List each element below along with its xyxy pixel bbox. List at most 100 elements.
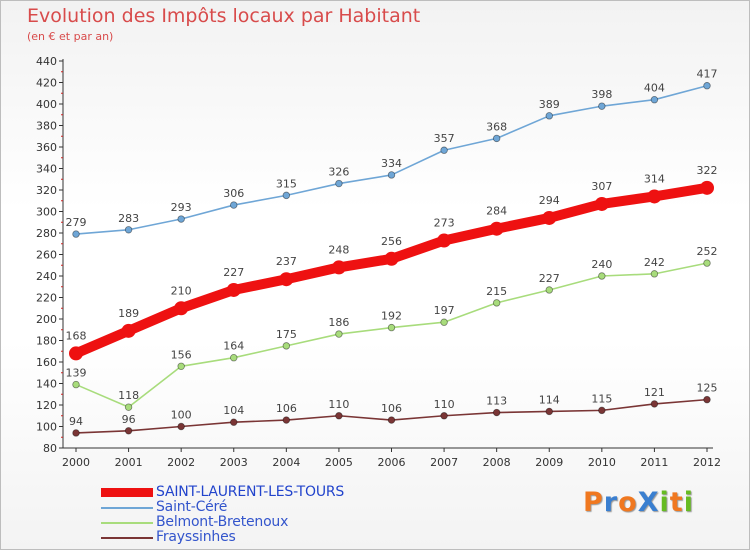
data-point — [647, 189, 662, 204]
data-label: 100 — [171, 409, 192, 422]
data-label: 314 — [644, 172, 665, 185]
y-tick-label: 420 — [36, 77, 57, 90]
data-label: 156 — [171, 348, 192, 361]
x-tick-label: 2011 — [640, 456, 668, 469]
data-point — [335, 412, 343, 420]
data-point — [703, 259, 711, 267]
series-layer — [69, 82, 714, 437]
data-label: 106 — [276, 402, 297, 415]
data-point — [72, 230, 80, 238]
data-label: 118 — [118, 389, 139, 402]
y-tick-label: 440 — [36, 55, 57, 68]
data-point — [650, 270, 659, 278]
x-tick-label: 2004 — [272, 456, 300, 469]
data-label: 210 — [171, 284, 192, 297]
legend-label: Belmont-Bretenoux — [156, 514, 289, 530]
data-label: 237 — [276, 255, 297, 268]
chart-title: Evolution des Impôts locaux par Habitant — [27, 5, 421, 27]
data-label: 284 — [486, 205, 507, 218]
data-label: 389 — [539, 98, 560, 111]
x-tick-label: 2002 — [167, 456, 195, 469]
legend: SAINT-LAURENT-LES-TOURS Saint-Céré Belmont… — [101, 484, 401, 545]
legend-swatch — [101, 522, 153, 524]
data-label: 322 — [697, 164, 718, 177]
data-point — [230, 354, 238, 362]
data-point — [440, 146, 448, 154]
data-point — [545, 286, 553, 294]
data-label: 110 — [434, 398, 455, 411]
data-label: 110 — [328, 398, 349, 411]
data-label: 256 — [381, 235, 402, 248]
data-point — [282, 342, 291, 350]
data-point — [703, 82, 711, 90]
data-label: 168 — [66, 329, 87, 342]
data-point — [177, 422, 185, 431]
x-tick-label: 2006 — [378, 456, 406, 469]
y-tick-label: 260 — [36, 249, 57, 262]
data-label: 252 — [697, 245, 718, 258]
y-tick-label: 140 — [36, 378, 57, 391]
y-tick-label: 180 — [36, 335, 57, 348]
data-label: 106 — [381, 402, 402, 415]
data-point — [594, 196, 609, 211]
y-tick-label: 120 — [36, 399, 57, 412]
data-point — [230, 201, 238, 209]
legend-label: Frayssinhes — [156, 529, 236, 545]
x-tick-label: 2001 — [115, 456, 143, 469]
legend-item: Frayssinhes — [101, 529, 401, 545]
data-point — [598, 406, 606, 415]
data-point — [72, 429, 80, 437]
data-label: 306 — [223, 187, 244, 200]
data-point — [387, 171, 396, 179]
y-tick-label: 80 — [43, 442, 57, 455]
data-point — [598, 102, 606, 110]
data-label: 248 — [328, 243, 349, 256]
data-point — [492, 134, 501, 143]
data-label: 192 — [381, 310, 402, 323]
data-point — [437, 233, 452, 248]
data-label: 189 — [118, 307, 139, 320]
data-label: 404 — [644, 82, 665, 95]
data-label: 273 — [434, 217, 455, 230]
x-tick-label: 2007 — [430, 456, 458, 469]
legend-item: SAINT-LAURENT-LES-TOURS — [101, 484, 401, 500]
data-point — [230, 418, 238, 426]
x-tick-label: 2003 — [220, 456, 248, 469]
data-label: 186 — [328, 316, 349, 329]
y-tick-label: 100 — [36, 421, 57, 434]
data-label: 293 — [171, 201, 192, 214]
y-tick-label: 160 — [36, 356, 57, 369]
data-point — [174, 301, 189, 316]
data-label: 279 — [66, 216, 87, 229]
data-point — [545, 112, 553, 120]
data-point — [703, 395, 711, 404]
x-tick-label: 2009 — [535, 456, 563, 469]
legend-label: SAINT-LAURENT-LES-TOURS — [156, 484, 345, 500]
data-point — [282, 416, 291, 424]
data-label: 398 — [591, 88, 612, 101]
data-point — [387, 416, 396, 424]
data-point — [226, 282, 241, 297]
y-tick-label: 300 — [36, 206, 57, 219]
data-label: 115 — [591, 392, 612, 405]
y-tick-label: 240 — [36, 270, 57, 283]
data-label: 368 — [486, 120, 507, 133]
legend-label: Saint-Céré — [156, 499, 228, 515]
chart-subtitle: (en € et par an) — [27, 30, 114, 43]
y-tick-label: 200 — [36, 313, 57, 326]
data-point — [279, 272, 294, 287]
data-label: 175 — [276, 328, 297, 341]
data-label: 125 — [697, 382, 718, 395]
data-point — [72, 380, 80, 389]
data-label: 227 — [223, 266, 244, 279]
data-label: 197 — [434, 304, 455, 317]
data-label: 294 — [539, 194, 560, 207]
data-label: 334 — [381, 157, 402, 170]
data-point — [121, 323, 136, 338]
data-point — [492, 299, 501, 307]
data-label: 94 — [69, 415, 83, 428]
data-label: 326 — [328, 166, 349, 179]
legend-swatch — [101, 537, 153, 539]
x-tick-label: 2012 — [693, 456, 721, 469]
